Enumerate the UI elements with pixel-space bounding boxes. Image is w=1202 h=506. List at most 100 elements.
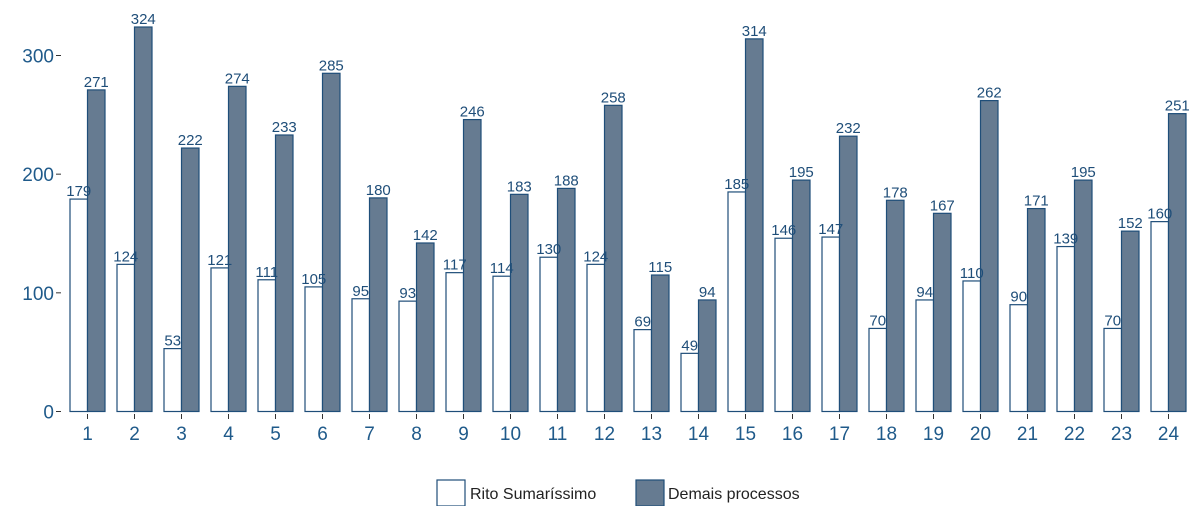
data-label-rito-sumarissimo: 49 <box>681 337 698 354</box>
bar-demais-processos <box>979 99 999 413</box>
data-label-rito-sumarissimo: 179 <box>66 183 91 200</box>
bar-rito-sumarissimo <box>586 263 606 413</box>
data-label-demais-processos: 233 <box>272 119 297 136</box>
bar-rito-sumarissimo <box>680 352 700 413</box>
x-tick-label: 21 <box>1017 424 1038 445</box>
bar-rito-sumarissimo <box>210 267 230 413</box>
bar-demais-processos <box>697 299 717 413</box>
x-tick-label: 10 <box>500 424 521 445</box>
bar-demais-processos <box>1026 207 1046 413</box>
data-label-rito-sumarissimo: 160 <box>1147 206 1172 223</box>
data-label-rito-sumarissimo: 70 <box>1104 312 1121 329</box>
y-tick-label: 100 <box>22 284 54 305</box>
bar-demais-processos <box>227 85 247 413</box>
bar-rito-sumarissimo <box>257 279 277 413</box>
x-tick-label: 24 <box>1158 424 1180 445</box>
data-label-demais-processos: 195 <box>1071 164 1096 181</box>
legend-swatch-demais-processos <box>635 479 665 506</box>
x-tick-label: 2 <box>129 424 140 445</box>
data-label-demais-processos: 188 <box>554 172 579 189</box>
bar-rito-sumarissimo <box>1056 245 1076 413</box>
data-label-rito-sumarissimo: 110 <box>960 265 984 282</box>
x-tick-label: 22 <box>1064 424 1085 445</box>
bar-demais-processos <box>650 274 670 413</box>
bar-demais-processos <box>932 212 952 413</box>
data-label-rito-sumarissimo: 111 <box>255 264 278 281</box>
data-label-demais-processos: 167 <box>930 197 955 214</box>
data-label-rito-sumarissimo: 90 <box>1010 289 1027 306</box>
bar-rito-sumarissimo <box>163 348 183 413</box>
data-label-demais-processos: 258 <box>601 89 626 106</box>
data-label-rito-sumarissimo: 121 <box>207 252 232 269</box>
data-label-rito-sumarissimo: 53 <box>164 333 181 350</box>
legend: Rito Sumaríssimo Demais processos <box>436 479 800 506</box>
x-tick-label: 5 <box>270 424 281 445</box>
data-label-rito-sumarissimo: 146 <box>771 222 796 239</box>
bar-demais-processos <box>885 199 905 413</box>
data-label-rito-sumarissimo: 124 <box>113 248 138 265</box>
x-tick-label: 19 <box>923 424 944 445</box>
bar-rito-sumarissimo <box>821 236 841 413</box>
data-label-demais-processos: 178 <box>883 184 908 201</box>
x-tick-label: 14 <box>688 424 710 445</box>
bar-rito-sumarissimo <box>774 237 794 413</box>
x-axis: 1 2 3 4 5 6 7 8 9 10 11 12 13 14 15 16 17 18 19 20 21 22 23 24 <box>82 414 1179 445</box>
data-label-demais-processos: 251 <box>1165 98 1190 115</box>
data-label-demais-processos: 94 <box>699 284 716 301</box>
bar-demais-processos <box>556 187 576 413</box>
x-tick-label: 8 <box>411 424 422 445</box>
bar-demais-processos <box>274 134 294 413</box>
y-tick-label: 300 <box>22 46 54 67</box>
bar-demais-processos <box>791 179 811 413</box>
bar-rito-sumarissimo <box>727 191 747 413</box>
legend-label-rito-sumarissimo: Rito Sumaríssimo <box>470 486 596 503</box>
x-tick-label: 20 <box>970 424 991 445</box>
data-label-rito-sumarissimo: 94 <box>916 284 933 301</box>
y-tick-label: 0 <box>43 403 54 424</box>
x-tick-label: 6 <box>317 424 328 445</box>
bar-demais-processos <box>180 147 200 413</box>
bar-demais-processos <box>603 104 623 413</box>
bar-demais-processos <box>368 197 388 413</box>
data-label-demais-processos: 285 <box>319 57 344 74</box>
data-label-demais-processos: 232 <box>836 120 861 137</box>
x-tick-label: 13 <box>641 424 662 445</box>
bar-rito-sumarissimo <box>915 299 935 413</box>
y-tick-label: 200 <box>22 165 54 186</box>
x-tick-label: 23 <box>1111 424 1132 445</box>
data-label-demais-processos: 171 <box>1024 193 1049 210</box>
x-tick-label: 12 <box>594 424 615 445</box>
bar-demais-processos <box>744 38 764 413</box>
bar-rito-sumarissimo <box>1150 221 1170 413</box>
bar-rito-sumarissimo <box>398 300 418 413</box>
x-tick-label: 15 <box>735 424 756 445</box>
x-tick-label: 4 <box>223 424 234 445</box>
data-label-demais-processos: 271 <box>84 74 109 91</box>
x-tick-label: 9 <box>458 424 469 445</box>
data-label-rito-sumarissimo: 117 <box>443 257 467 274</box>
bar-demais-processos <box>321 72 341 413</box>
data-label-demais-processos: 115 <box>648 259 672 276</box>
data-label-demais-processos: 314 <box>742 23 767 40</box>
x-tick-label: 16 <box>782 424 803 445</box>
x-tick-label: 18 <box>876 424 897 445</box>
bar-rito-sumarissimo <box>351 298 371 413</box>
y-axis: 0 100 200 300 <box>22 46 61 424</box>
x-tick-label: 7 <box>364 424 375 445</box>
data-label-rito-sumarissimo: 95 <box>352 283 369 300</box>
bar-rito-sumarissimo <box>1009 304 1029 413</box>
legend-swatch-rito-sumarissimo <box>436 479 466 506</box>
bar-demais-processos <box>838 135 858 413</box>
data-label-rito-sumarissimo: 185 <box>724 176 749 193</box>
bars <box>69 26 1187 413</box>
bar-demais-processos <box>1073 179 1093 413</box>
bar-demais-processos <box>133 26 153 413</box>
data-label-rito-sumarissimo: 114 <box>490 260 514 277</box>
bar-rito-sumarissimo <box>492 275 512 413</box>
bar-demais-processos <box>462 118 482 413</box>
bar-rito-sumarissimo <box>116 263 136 413</box>
data-label-demais-processos: 180 <box>366 182 391 199</box>
data-label-rito-sumarissimo: 69 <box>634 314 651 331</box>
data-label-rito-sumarissimo: 130 <box>536 241 561 258</box>
